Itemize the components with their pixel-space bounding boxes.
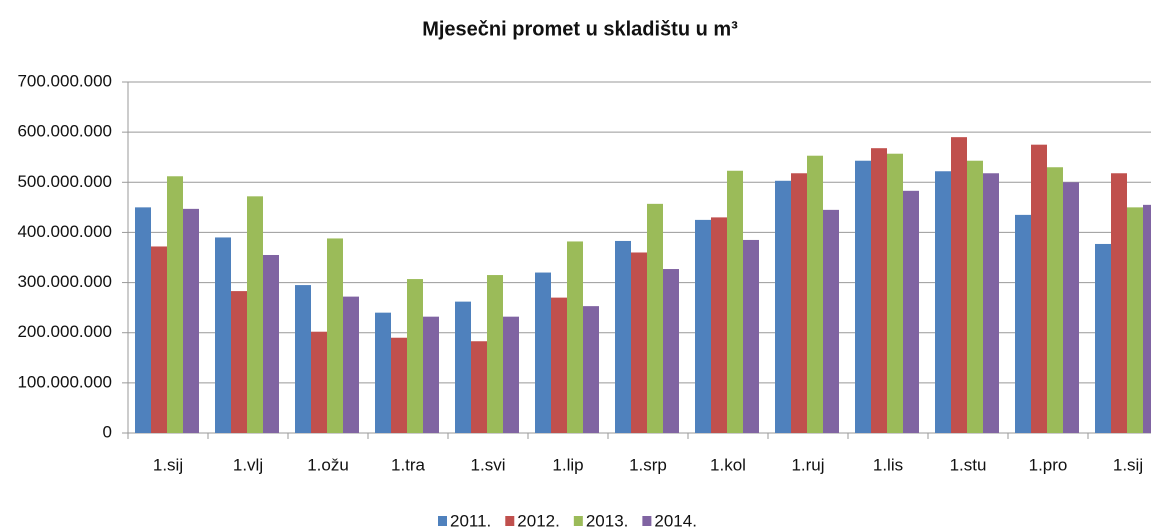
bar (711, 217, 727, 433)
bar (647, 203, 663, 433)
bar (727, 170, 743, 433)
chart-title: Mjesečni promet u skladištu u m³ (422, 18, 738, 40)
bar (663, 269, 679, 433)
bar (823, 209, 839, 433)
bar (695, 219, 711, 433)
bar (935, 171, 951, 434)
y-tick-label: 200.000.000 (17, 322, 112, 341)
x-tick-label: 1.lis (873, 455, 903, 474)
bar (231, 291, 247, 433)
x-tick-label: 1.vlj (233, 455, 263, 474)
legend-swatch (573, 516, 583, 526)
x-tick-label: 1.ruj (791, 455, 824, 474)
bar (1063, 182, 1079, 433)
bar (775, 180, 791, 433)
bar (423, 316, 439, 433)
bar (1127, 207, 1143, 433)
bar (407, 279, 423, 433)
bar (951, 137, 967, 433)
bar (311, 331, 327, 433)
bar (295, 285, 311, 433)
bar (183, 208, 199, 433)
bar (855, 160, 871, 433)
bar (391, 337, 407, 433)
legend-label: 2011. (450, 511, 491, 530)
bar (1111, 173, 1127, 433)
x-tick-label: 1.lip (552, 455, 583, 474)
bar (135, 207, 151, 433)
bar (1047, 167, 1063, 433)
x-tick-label: 1.kol (710, 455, 746, 474)
x-tick-label: 1.tra (391, 455, 426, 474)
bar (615, 240, 631, 433)
y-tick-label: 100.000.000 (17, 372, 112, 391)
bar (535, 272, 551, 433)
x-tick-label: 1.sij (1113, 455, 1143, 474)
y-tick-label: 700.000.000 (17, 71, 112, 90)
bar (887, 153, 903, 433)
x-tick-label: 1.sij (153, 455, 183, 474)
x-tick-label: 1.stu (950, 455, 987, 474)
bar (375, 312, 391, 433)
bar (1031, 144, 1047, 433)
legend-label: 2013. (586, 511, 629, 530)
x-tick-label: 1.ožu (307, 455, 349, 474)
bar (807, 155, 823, 433)
bar (1143, 204, 1151, 433)
x-tick-label: 1.srp (629, 455, 667, 474)
bar (343, 296, 359, 433)
bar (263, 254, 279, 433)
bar (583, 306, 599, 433)
y-tick-label: 500.000.000 (17, 172, 112, 191)
y-tick-label: 400.000.000 (17, 222, 112, 241)
legend-swatch (642, 516, 652, 526)
y-tick-label: 0 (103, 422, 112, 441)
legend-swatch (505, 516, 515, 526)
bar (503, 316, 519, 433)
bar (471, 341, 487, 433)
bar (151, 246, 167, 433)
x-tick-label: 1.pro (1029, 455, 1068, 474)
bar (631, 252, 647, 433)
bar (215, 237, 231, 433)
legend-label: 2012. (517, 511, 560, 530)
legend-swatch (438, 516, 447, 526)
bar (455, 301, 471, 433)
bar (967, 160, 983, 433)
bar (487, 275, 503, 433)
bar (167, 176, 183, 434)
legend-label: 2014. (654, 511, 697, 530)
bar (551, 297, 567, 433)
x-tick-label: 1.svi (471, 455, 506, 474)
bar (983, 173, 999, 433)
bar (903, 190, 919, 433)
bar (327, 238, 343, 433)
bar (743, 239, 759, 433)
y-tick-label: 600.000.000 (17, 122, 112, 141)
bar (871, 148, 887, 433)
bar (567, 241, 583, 433)
bar (791, 173, 807, 433)
bar (247, 196, 263, 433)
bar (1015, 214, 1031, 433)
bar (1095, 243, 1111, 433)
y-tick-label: 300.000.000 (17, 272, 112, 291)
